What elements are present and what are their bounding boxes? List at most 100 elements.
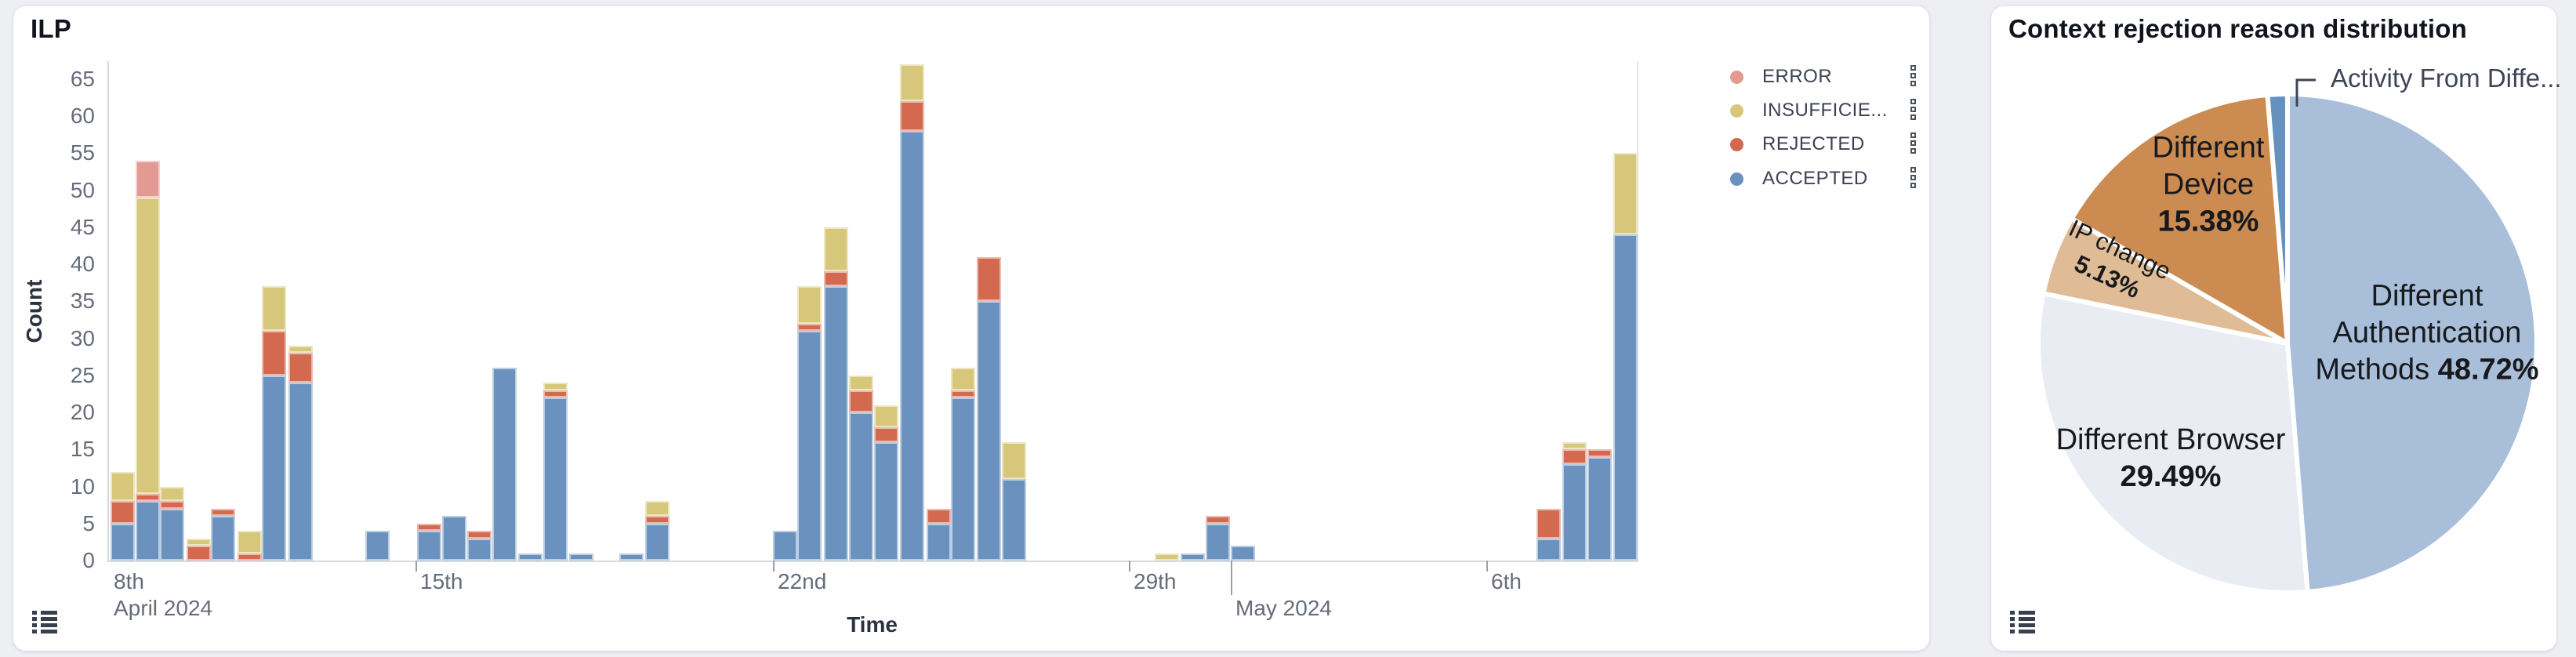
list-view-icon[interactable]: [2010, 611, 2035, 633]
bar-segment-insufficient[interactable]: [900, 64, 924, 102]
bar-segment-rejected[interactable]: [1206, 516, 1230, 524]
pie-slice-different-device[interactable]: [2069, 93, 2290, 346]
bar-segment-rejected[interactable]: [1587, 449, 1612, 457]
legend-drag-handle-icon[interactable]: [1910, 132, 1916, 154]
bar-segment-accepted[interactable]: [773, 531, 797, 561]
y-tick-label: 40: [70, 252, 95, 276]
list-icon-row: [2010, 630, 2035, 633]
bar-segment-insufficient[interactable]: [1002, 441, 1026, 480]
bar-segment-accepted[interactable]: [543, 397, 568, 561]
bar-segment-insufficient[interactable]: [874, 405, 898, 427]
bar-segment-rejected[interactable]: [900, 101, 924, 131]
legend-item-accepted[interactable]: ACCEPTED: [1730, 165, 1868, 192]
x-tick-mark: [1486, 561, 1488, 572]
bar-segment-rejected[interactable]: [824, 271, 848, 287]
bar-segment-rejected[interactable]: [238, 553, 262, 561]
pie-slice-different-authentication-methods[interactable]: [2285, 92, 2539, 594]
bar-segment-accepted[interactable]: [288, 383, 313, 561]
bar-segment-insufficient[interactable]: [136, 197, 160, 494]
bar-segment-accepted[interactable]: [1562, 464, 1587, 561]
bar-segment-accepted[interactable]: [518, 553, 542, 561]
bar-segment-insufficient[interactable]: [238, 531, 262, 554]
bar-segment-accepted[interactable]: [492, 368, 517, 561]
bar-segment-accepted[interactable]: [365, 531, 390, 561]
bar-segment-accepted[interactable]: [467, 538, 492, 561]
bar-segment-rejected[interactable]: [849, 390, 873, 412]
bar-segment-accepted[interactable]: [1537, 538, 1561, 561]
x-tick-label-month: May 2024: [1235, 596, 1332, 620]
bar-segment-accepted[interactable]: [951, 397, 975, 561]
bar-segment-accepted[interactable]: [1181, 553, 1205, 561]
x-axis-line: [107, 561, 1638, 562]
x-axis-title: Time: [847, 612, 898, 637]
bar-segment-insufficient[interactable]: [288, 345, 313, 354]
bar-segment-insufficient[interactable]: [111, 471, 135, 502]
bar-segment-accepted[interactable]: [849, 412, 873, 561]
bar-segment-rejected[interactable]: [288, 353, 313, 383]
bar-segment-insufficient[interactable]: [160, 486, 184, 502]
bar-segment-insufficient[interactable]: [187, 538, 211, 546]
bar-segment-insufficient[interactable]: [1155, 553, 1179, 561]
bar-segment-insufficient[interactable]: [1562, 441, 1587, 450]
legend-drag-handle-icon[interactable]: [1910, 167, 1916, 188]
bar-segment-accepted[interactable]: [1613, 234, 1638, 561]
legend-drag-handle-icon[interactable]: [1910, 99, 1916, 120]
bar-segment-accepted[interactable]: [619, 553, 644, 561]
bar-segment-accepted[interactable]: [797, 331, 822, 561]
bar-segment-accepted[interactable]: [262, 375, 286, 561]
bar-segment-insufficient[interactable]: [262, 286, 286, 332]
bar-segment-accepted[interactable]: [824, 286, 848, 561]
bar-segment-rejected[interactable]: [874, 427, 898, 442]
x-tick-mark: [1129, 561, 1130, 572]
bar-segment-rejected[interactable]: [645, 516, 669, 524]
bar-segment-rejected[interactable]: [927, 508, 951, 524]
bar-segment-accepted[interactable]: [569, 553, 593, 561]
bar-segment-rejected[interactable]: [417, 523, 441, 532]
bar-segment-rejected[interactable]: [467, 531, 492, 539]
bar-segment-accepted[interactable]: [900, 130, 924, 561]
bar-segment-accepted[interactable]: [111, 523, 135, 561]
bar-segment-rejected[interactable]: [977, 256, 1001, 302]
bar-segment-rejected[interactable]: [262, 331, 286, 376]
bar-segment-error[interactable]: [136, 160, 160, 198]
bar-segment-rejected[interactable]: [951, 390, 975, 398]
bar-segment-accepted[interactable]: [874, 441, 898, 561]
list-view-icon[interactable]: [32, 611, 57, 633]
pie-slice-activity-from-diffe-[interactable]: [2265, 92, 2290, 346]
bar-segment-rejected[interactable]: [111, 501, 135, 524]
bar-segment-accepted[interactable]: [160, 508, 184, 561]
bar-segment-insufficient[interactable]: [645, 501, 669, 517]
legend-drag-handle-icon[interactable]: [1910, 65, 1916, 86]
bar-segment-rejected[interactable]: [211, 508, 235, 517]
legend-item-rejected[interactable]: REJECTED: [1730, 131, 1865, 158]
bar-segment-accepted[interactable]: [136, 501, 160, 561]
bar-segment-accepted[interactable]: [1002, 479, 1026, 561]
bar-segment-insufficient[interactable]: [797, 286, 822, 324]
x-tick-mark: [1231, 561, 1232, 595]
legend-item-error[interactable]: ERROR: [1730, 64, 1832, 90]
bar-segment-rejected[interactable]: [543, 390, 568, 398]
bar-segment-accepted[interactable]: [645, 523, 669, 561]
bar-segment-insufficient[interactable]: [543, 383, 568, 390]
bar-segment-rejected[interactable]: [797, 323, 822, 332]
legend-item-insufficie[interactable]: INSUFFICIE...: [1730, 97, 1888, 124]
bar-segment-accepted[interactable]: [1206, 523, 1230, 561]
bar-segment-accepted[interactable]: [927, 523, 951, 561]
pie-slice-different-browser[interactable]: [2036, 291, 2310, 595]
bar-segment-insufficient[interactable]: [951, 368, 975, 390]
bar-segment-accepted[interactable]: [977, 301, 1001, 561]
bar-segment-insufficient[interactable]: [849, 375, 873, 390]
bar-segment-rejected[interactable]: [187, 546, 211, 561]
bar-segment-rejected[interactable]: [136, 493, 160, 502]
bar-segment-insufficient[interactable]: [824, 227, 848, 272]
bar-segment-rejected[interactable]: [1562, 449, 1587, 465]
bar-segment-accepted[interactable]: [1587, 456, 1612, 561]
bar-segment-accepted[interactable]: [417, 531, 441, 561]
bar-segment-accepted[interactable]: [1231, 546, 1255, 561]
bar-segment-rejected[interactable]: [160, 501, 184, 509]
bar-segment-insufficient[interactable]: [1613, 153, 1638, 235]
x-tick-label: 6th: [1491, 569, 1522, 593]
bar-segment-accepted[interactable]: [442, 516, 466, 561]
bar-segment-rejected[interactable]: [1537, 508, 1561, 539]
bar-segment-accepted[interactable]: [211, 516, 235, 561]
